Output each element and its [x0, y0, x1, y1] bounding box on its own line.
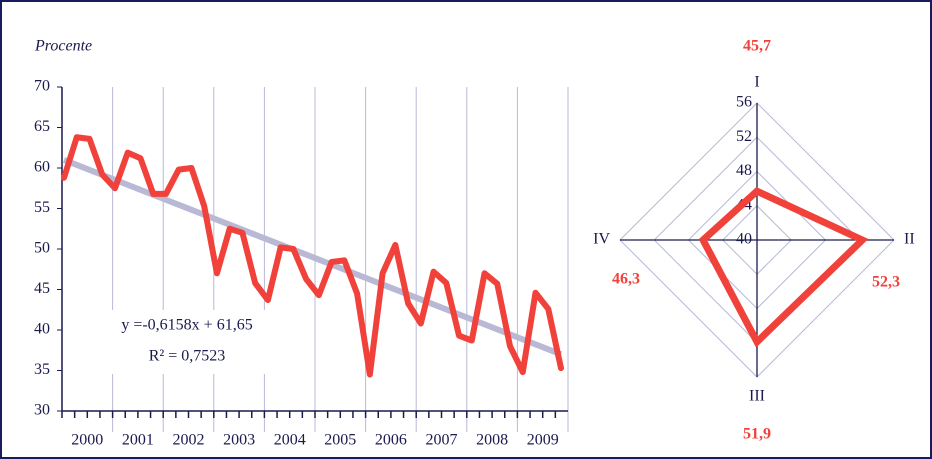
y-tick-label: 65: [34, 118, 50, 135]
value-label: 51,9: [743, 426, 771, 443]
axis-label: IV: [593, 231, 610, 248]
value-label: 46,3: [612, 271, 640, 288]
y-tick-label: 60: [34, 159, 50, 176]
x-tick-label: 2005: [324, 432, 356, 449]
x-tick-label: 2008: [476, 432, 508, 449]
y-tick-label: 50: [34, 240, 50, 257]
radar-polygon: [698, 187, 869, 348]
x-tick-label: 2006: [375, 432, 407, 449]
x-tick-label: 2000: [71, 432, 103, 449]
x-tick-label: 2002: [173, 432, 205, 449]
x-tick-label: 2004: [274, 432, 306, 449]
data-line: [61, 134, 564, 378]
annotation-background: [100, 310, 270, 374]
r-tick-label: 56: [736, 94, 752, 111]
value-label: 52,3: [872, 274, 900, 291]
value-label: 45,7: [743, 38, 771, 55]
x-tick-label: 2007: [426, 432, 458, 449]
r-tick-label: 48: [736, 162, 752, 179]
y-axis-label: Procente: [34, 38, 92, 55]
y-tick-label: 70: [34, 78, 50, 95]
x-tick-label: 2009: [527, 432, 559, 449]
x-tick-label: 2003: [223, 432, 255, 449]
r-tick-label: 52: [736, 128, 752, 145]
y-tick-label: 55: [34, 199, 50, 216]
annotation: R² = 0,7523: [149, 348, 226, 365]
r-tick-label: 40: [736, 231, 752, 248]
x-tick-label: 2001: [122, 432, 154, 449]
y-tick-label: 35: [34, 361, 50, 378]
y-tick-label: 30: [34, 402, 50, 419]
axis-label: III: [749, 388, 765, 405]
y-tick-label: 40: [34, 321, 50, 338]
annotation: y =-0,6158x + 61,65: [121, 317, 252, 334]
axis-label: I: [754, 74, 759, 91]
y-tick-label: 45: [34, 280, 50, 297]
axis-label: II: [904, 231, 915, 248]
